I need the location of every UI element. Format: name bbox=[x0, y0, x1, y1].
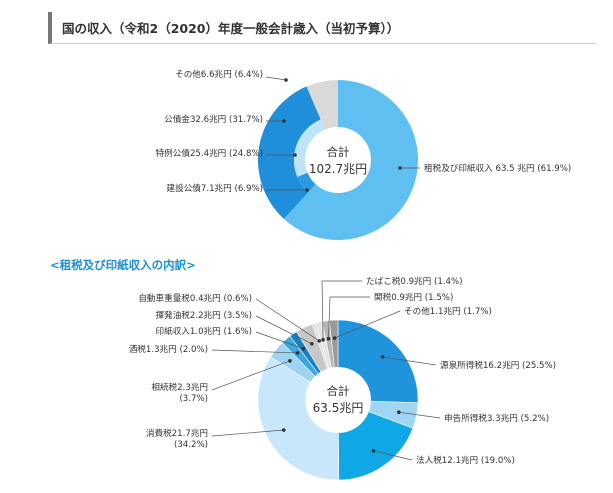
leader-相続税-dot bbox=[288, 359, 292, 363]
leader-揮発油税-dot bbox=[310, 342, 314, 346]
leader-揮発油税 bbox=[255, 315, 312, 345]
leader-関税-dot bbox=[326, 336, 331, 341]
leader-源泉所得税 bbox=[382, 356, 437, 366]
label-相続税: 相続税2.3兆円(3.7%) bbox=[151, 381, 208, 404]
label-揮発油税: 揮発油税2.2兆円 (3.5%) bbox=[156, 309, 253, 321]
label-建設公債: 建設公債7.1兆円 (6.9%) bbox=[167, 182, 264, 194]
leader-たばこ税 bbox=[321, 280, 324, 340]
leader-建設公債-dot bbox=[305, 188, 309, 192]
center-label-total-2: 63.5兆円 bbox=[313, 401, 364, 415]
leader-印紙収入 bbox=[255, 331, 304, 349]
label-酒税: 酒税1.3兆円 (2.0%) bbox=[129, 343, 208, 355]
leader-相続税 bbox=[211, 360, 291, 391]
label-源泉所得税: 源泉所得税16.2兆円 (25.5%) bbox=[440, 359, 556, 371]
label-租税及び印紙収入: 租税及び印紙収入 63.5 兆円 (61.9%) bbox=[424, 162, 571, 174]
leader-その他-2-dot bbox=[332, 336, 337, 340]
label-その他-2: その他1.1兆円 (1.7%) bbox=[404, 305, 492, 317]
leader-特例公債-dot bbox=[293, 153, 297, 157]
label-印紙収入: 印紙収入1.0兆円 (1.6%) bbox=[156, 325, 253, 337]
leader-申告所得税 bbox=[398, 411, 441, 419]
leader-自動車重量税 bbox=[255, 298, 320, 342]
page-header: 国の収入（令和2（2020）年度一般会計歳入（当初予算）） bbox=[48, 12, 596, 44]
center-label-total: 102.7兆円 bbox=[309, 162, 367, 176]
leader-法人税 bbox=[373, 450, 413, 461]
center-disc bbox=[305, 127, 371, 193]
slice-公債金 bbox=[258, 86, 321, 219]
leader-酒税-dot bbox=[295, 351, 300, 355]
leader-その他-2 bbox=[334, 310, 401, 339]
label-法人税: 法人税12.1兆円 (19.0%) bbox=[416, 454, 515, 466]
leader-租税及び印紙収入-dot bbox=[398, 166, 402, 170]
leader-その他 bbox=[265, 76, 287, 81]
section-heading: <租税及び印紙収入の内訳> bbox=[50, 258, 196, 272]
label-たばこ税: たばこ税0.9兆円 (1.4%) bbox=[366, 275, 463, 287]
label-自動車重量税: 自動車重量税0.4兆円 (0.6%) bbox=[138, 292, 252, 304]
leader-たばこ税-dot bbox=[321, 338, 325, 342]
center-label-title-2: 合計 bbox=[327, 384, 350, 398]
label-その他: その他6.6兆円 (6.4%) bbox=[175, 68, 263, 80]
leader-申告所得税-dot bbox=[396, 410, 401, 415]
page-title: 国の収入（令和2（2020）年度一般会計歳入（当初予算）） bbox=[62, 21, 400, 36]
label-申告所得税: 申告所得税3.3兆円 (5.2%) bbox=[444, 412, 549, 424]
leader-関税 bbox=[328, 296, 331, 339]
label-消費税: 消費税21.7兆円(34.2%) bbox=[146, 427, 208, 450]
leader-消費税-dot bbox=[281, 428, 286, 432]
leader-消費税 bbox=[211, 429, 284, 437]
leader-酒税 bbox=[211, 349, 298, 354]
leader-自動車重量税-dot bbox=[317, 339, 322, 343]
label-特例公債: 特例公債25.4兆円 (24.8%) bbox=[156, 147, 263, 159]
center-disc-2 bbox=[305, 367, 371, 433]
leader-公債金-dot bbox=[282, 119, 286, 123]
leader-印紙収入-dot bbox=[301, 346, 306, 351]
label-関税: 関税0.9兆円 (1.5%) bbox=[374, 291, 453, 303]
label-公債金: 公債金32.6兆円 (31.7%) bbox=[164, 113, 263, 125]
center-label-title: 合計 bbox=[327, 145, 350, 159]
leader-法人税-dot bbox=[371, 449, 376, 453]
leader-源泉所得税-dot bbox=[380, 355, 385, 359]
leader-その他-dot bbox=[284, 78, 288, 82]
